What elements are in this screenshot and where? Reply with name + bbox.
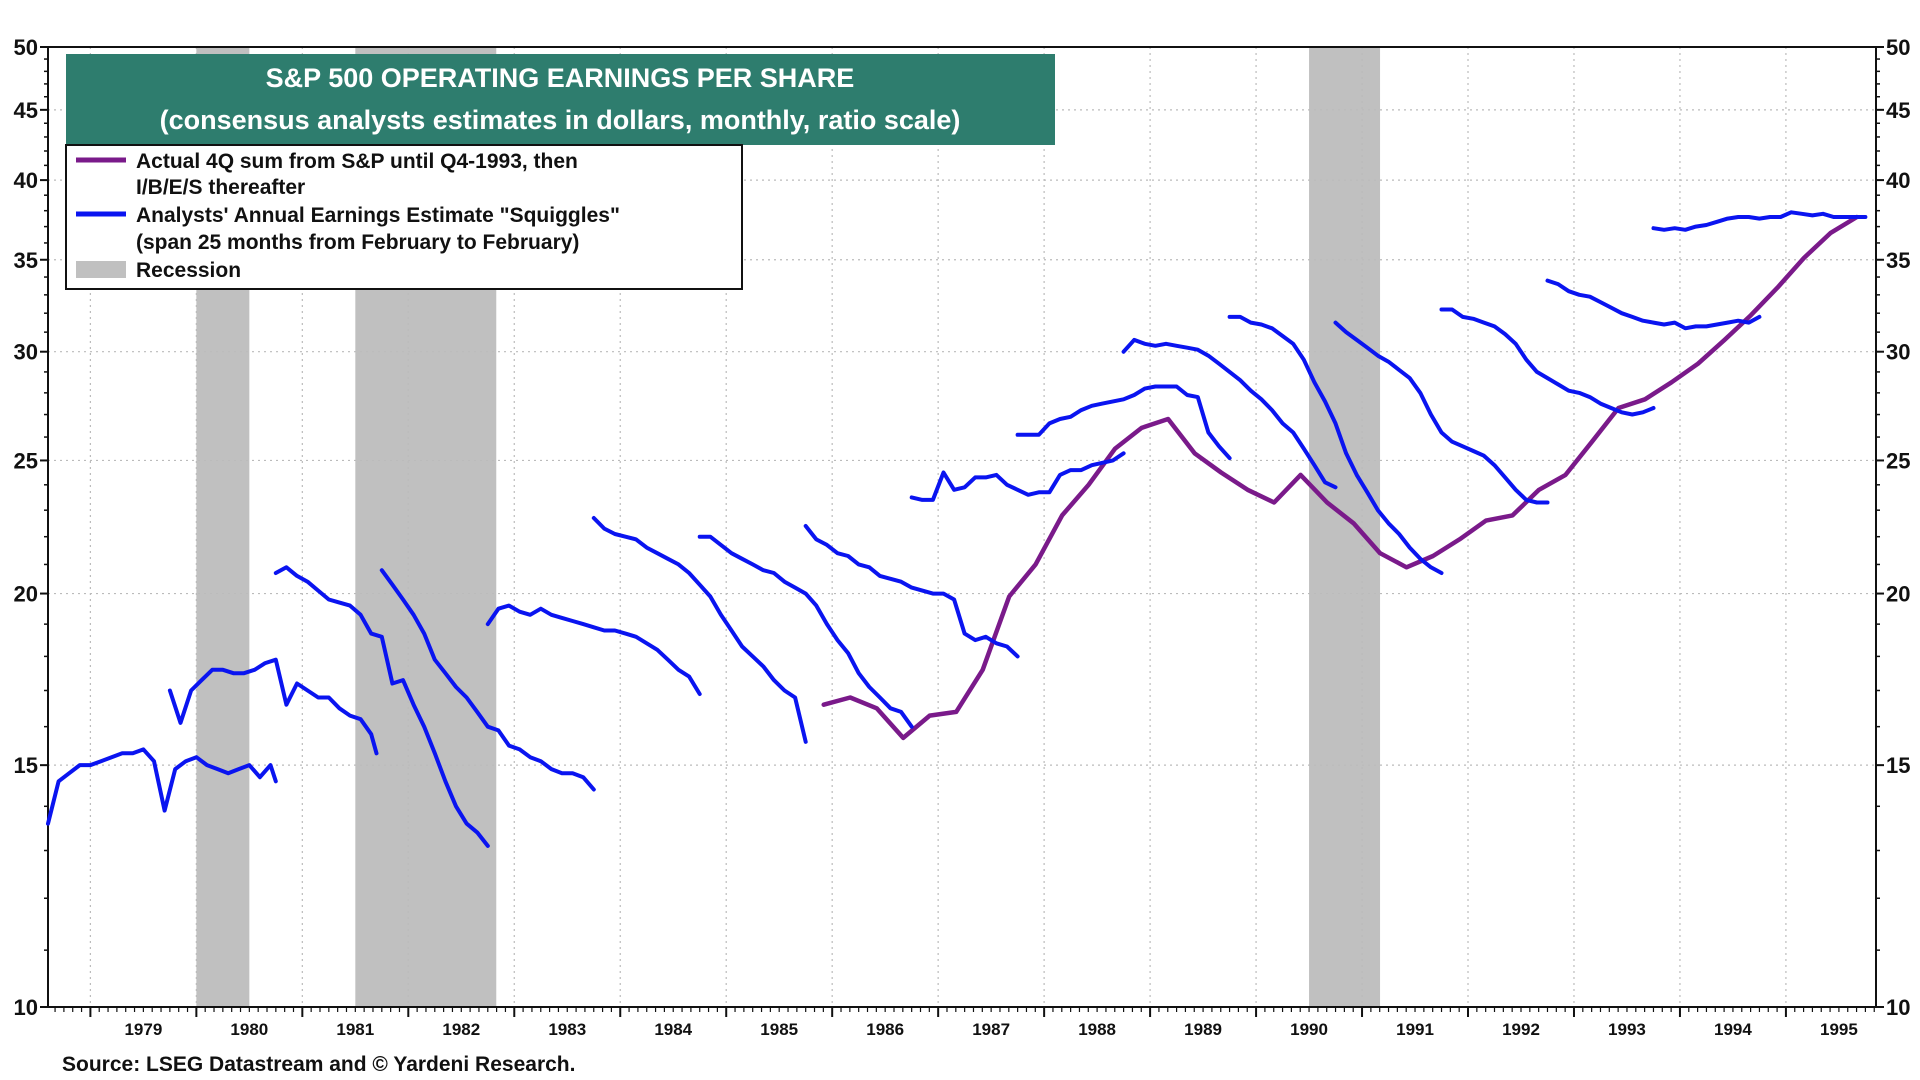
series-line-squiggle-1980 [167,657,379,756]
legend-box [65,144,743,290]
chart-subtitle: (consensus analysts estimates in dollars… [160,105,961,135]
x-tick-label: 1993 [1608,1020,1646,1039]
legend-label-squiggles: Analysts' Annual Earnings Estimate "Squi… [136,204,620,227]
series-line-squiggle-1983 [485,603,702,696]
y-tick-label-left: 20 [14,582,38,607]
y-tick-label-right: 20 [1886,582,1910,607]
series-line-squiggle-1979 [46,747,278,826]
y-tick-label-right: 45 [1886,98,1910,123]
x-tick-label: 1979 [124,1020,162,1039]
y-tick-label-left: 30 [14,340,38,365]
legend: Actual 4Q sum from S&P until Q4-1993, th… [65,144,743,290]
source-note: Source: LSEG Datastream and © Yardeni Re… [62,1053,575,1076]
series-line-squiggle-1988 [1015,384,1232,461]
grid [48,47,1876,1007]
series-lines [46,210,1868,848]
chart-title: S&P 500 OPERATING EARNINGS PER SHARE [266,63,855,93]
y-tick-label-left: 15 [14,753,38,778]
series-line-squiggle-1990 [1227,314,1444,575]
x-tick-label: 1981 [336,1020,374,1039]
series-line-squiggle-1992 [1439,307,1656,417]
x-tick-label: 1982 [442,1020,480,1039]
x-tick-label: 1991 [1396,1020,1434,1039]
y-tick-label-right: 30 [1886,340,1910,365]
series-line-squiggle-1982 [379,568,596,792]
recession-band-3 [1309,47,1381,1007]
legend-label-actual-line2: I/B/E/S thereafter [136,176,305,199]
series-line-actual [821,214,1860,741]
x-tick-label: 1994 [1714,1020,1752,1039]
legend-label-actual: Actual 4Q sum from S&P until Q4-1993, th… [136,150,578,173]
plot-frame [47,46,1877,1008]
x-tick-label: 1986 [866,1020,904,1039]
series-line-squiggle-1981 [273,565,490,848]
x-tick-label: 1995 [1820,1020,1858,1039]
series-line-squiggle-1994 [1651,210,1868,232]
series-line-squiggle-1993 [1545,278,1762,331]
y-tick-label-right: 50 [1886,35,1910,60]
series-line-squiggle-1985 [697,534,914,729]
x-tick-label: 1984 [654,1020,692,1039]
y-tick-label-right: 15 [1886,753,1910,778]
x-tick-label: 1980 [230,1020,268,1039]
series-line-squiggle-1987 [909,451,1126,502]
y-tick-label-right: 25 [1886,448,1910,473]
x-tick-label: 1989 [1184,1020,1222,1039]
title-background [66,54,1055,145]
axes: 10 10 15 15 20 20 25 25 30 30 35 35 40 40 45 45 50 50 1979… [14,35,1911,1039]
series-line-squiggle-1984 [591,516,808,744]
series-line-squiggle-1986 [803,524,1020,659]
x-tick-label: 1987 [972,1020,1010,1039]
y-tick-label-left: 10 [14,995,38,1020]
y-tick-label-right: 40 [1886,168,1910,193]
y-tick-label-left: 25 [14,448,38,473]
y-tick-label-right: 10 [1886,995,1910,1020]
x-tick-label: 1985 [760,1020,798,1039]
series-line-squiggle-1989 [1121,337,1338,490]
legend-label-recession: Recession [136,259,241,282]
x-tick-label: 1990 [1290,1020,1328,1039]
chart-title-box: S&P 500 OPERATING EARNINGS PER SHARE (co… [66,54,1055,145]
y-tick-label-left: 45 [14,98,38,123]
x-tick-label: 1988 [1078,1020,1116,1039]
x-tick-label: 1983 [548,1020,586,1039]
x-tick-label: 1992 [1502,1020,1540,1039]
legend-swatch-recession [76,261,126,278]
legend-label-squiggles-line2: (span 25 months from February to Februar… [136,231,579,254]
series-line-squiggle-1991 [1333,320,1550,505]
y-tick-label-left: 35 [14,248,38,273]
y-tick-label-left: 40 [14,168,38,193]
y-tick-label-right: 35 [1886,248,1910,273]
y-tick-label-left: 50 [14,35,38,60]
